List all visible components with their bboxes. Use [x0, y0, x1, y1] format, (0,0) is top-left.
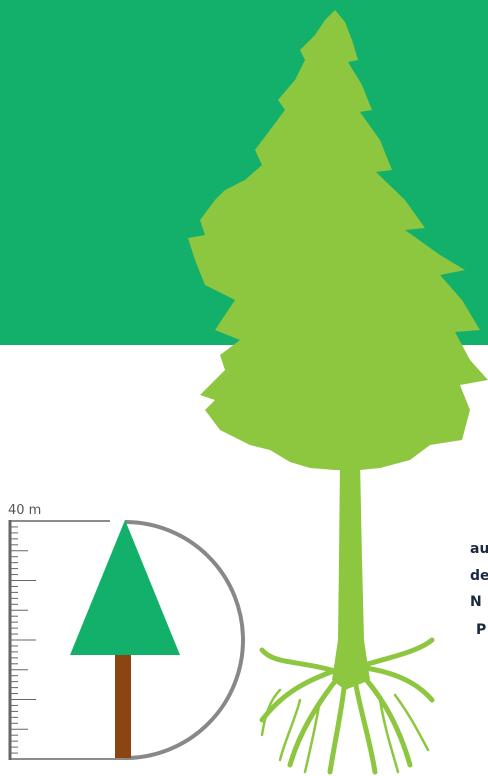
tree-silhouette — [188, 10, 488, 775]
text-fragment: N — [470, 594, 482, 610]
scale-arc — [124, 520, 245, 760]
scale-label: 40 m — [8, 503, 41, 518]
text-fragment: de — [470, 568, 488, 584]
icon-crown — [70, 520, 180, 655]
scale-ruler — [8, 520, 125, 760]
icon-trunk — [115, 655, 131, 758]
text-fragment: P — [476, 622, 486, 638]
text-fragment: au — [470, 541, 488, 557]
